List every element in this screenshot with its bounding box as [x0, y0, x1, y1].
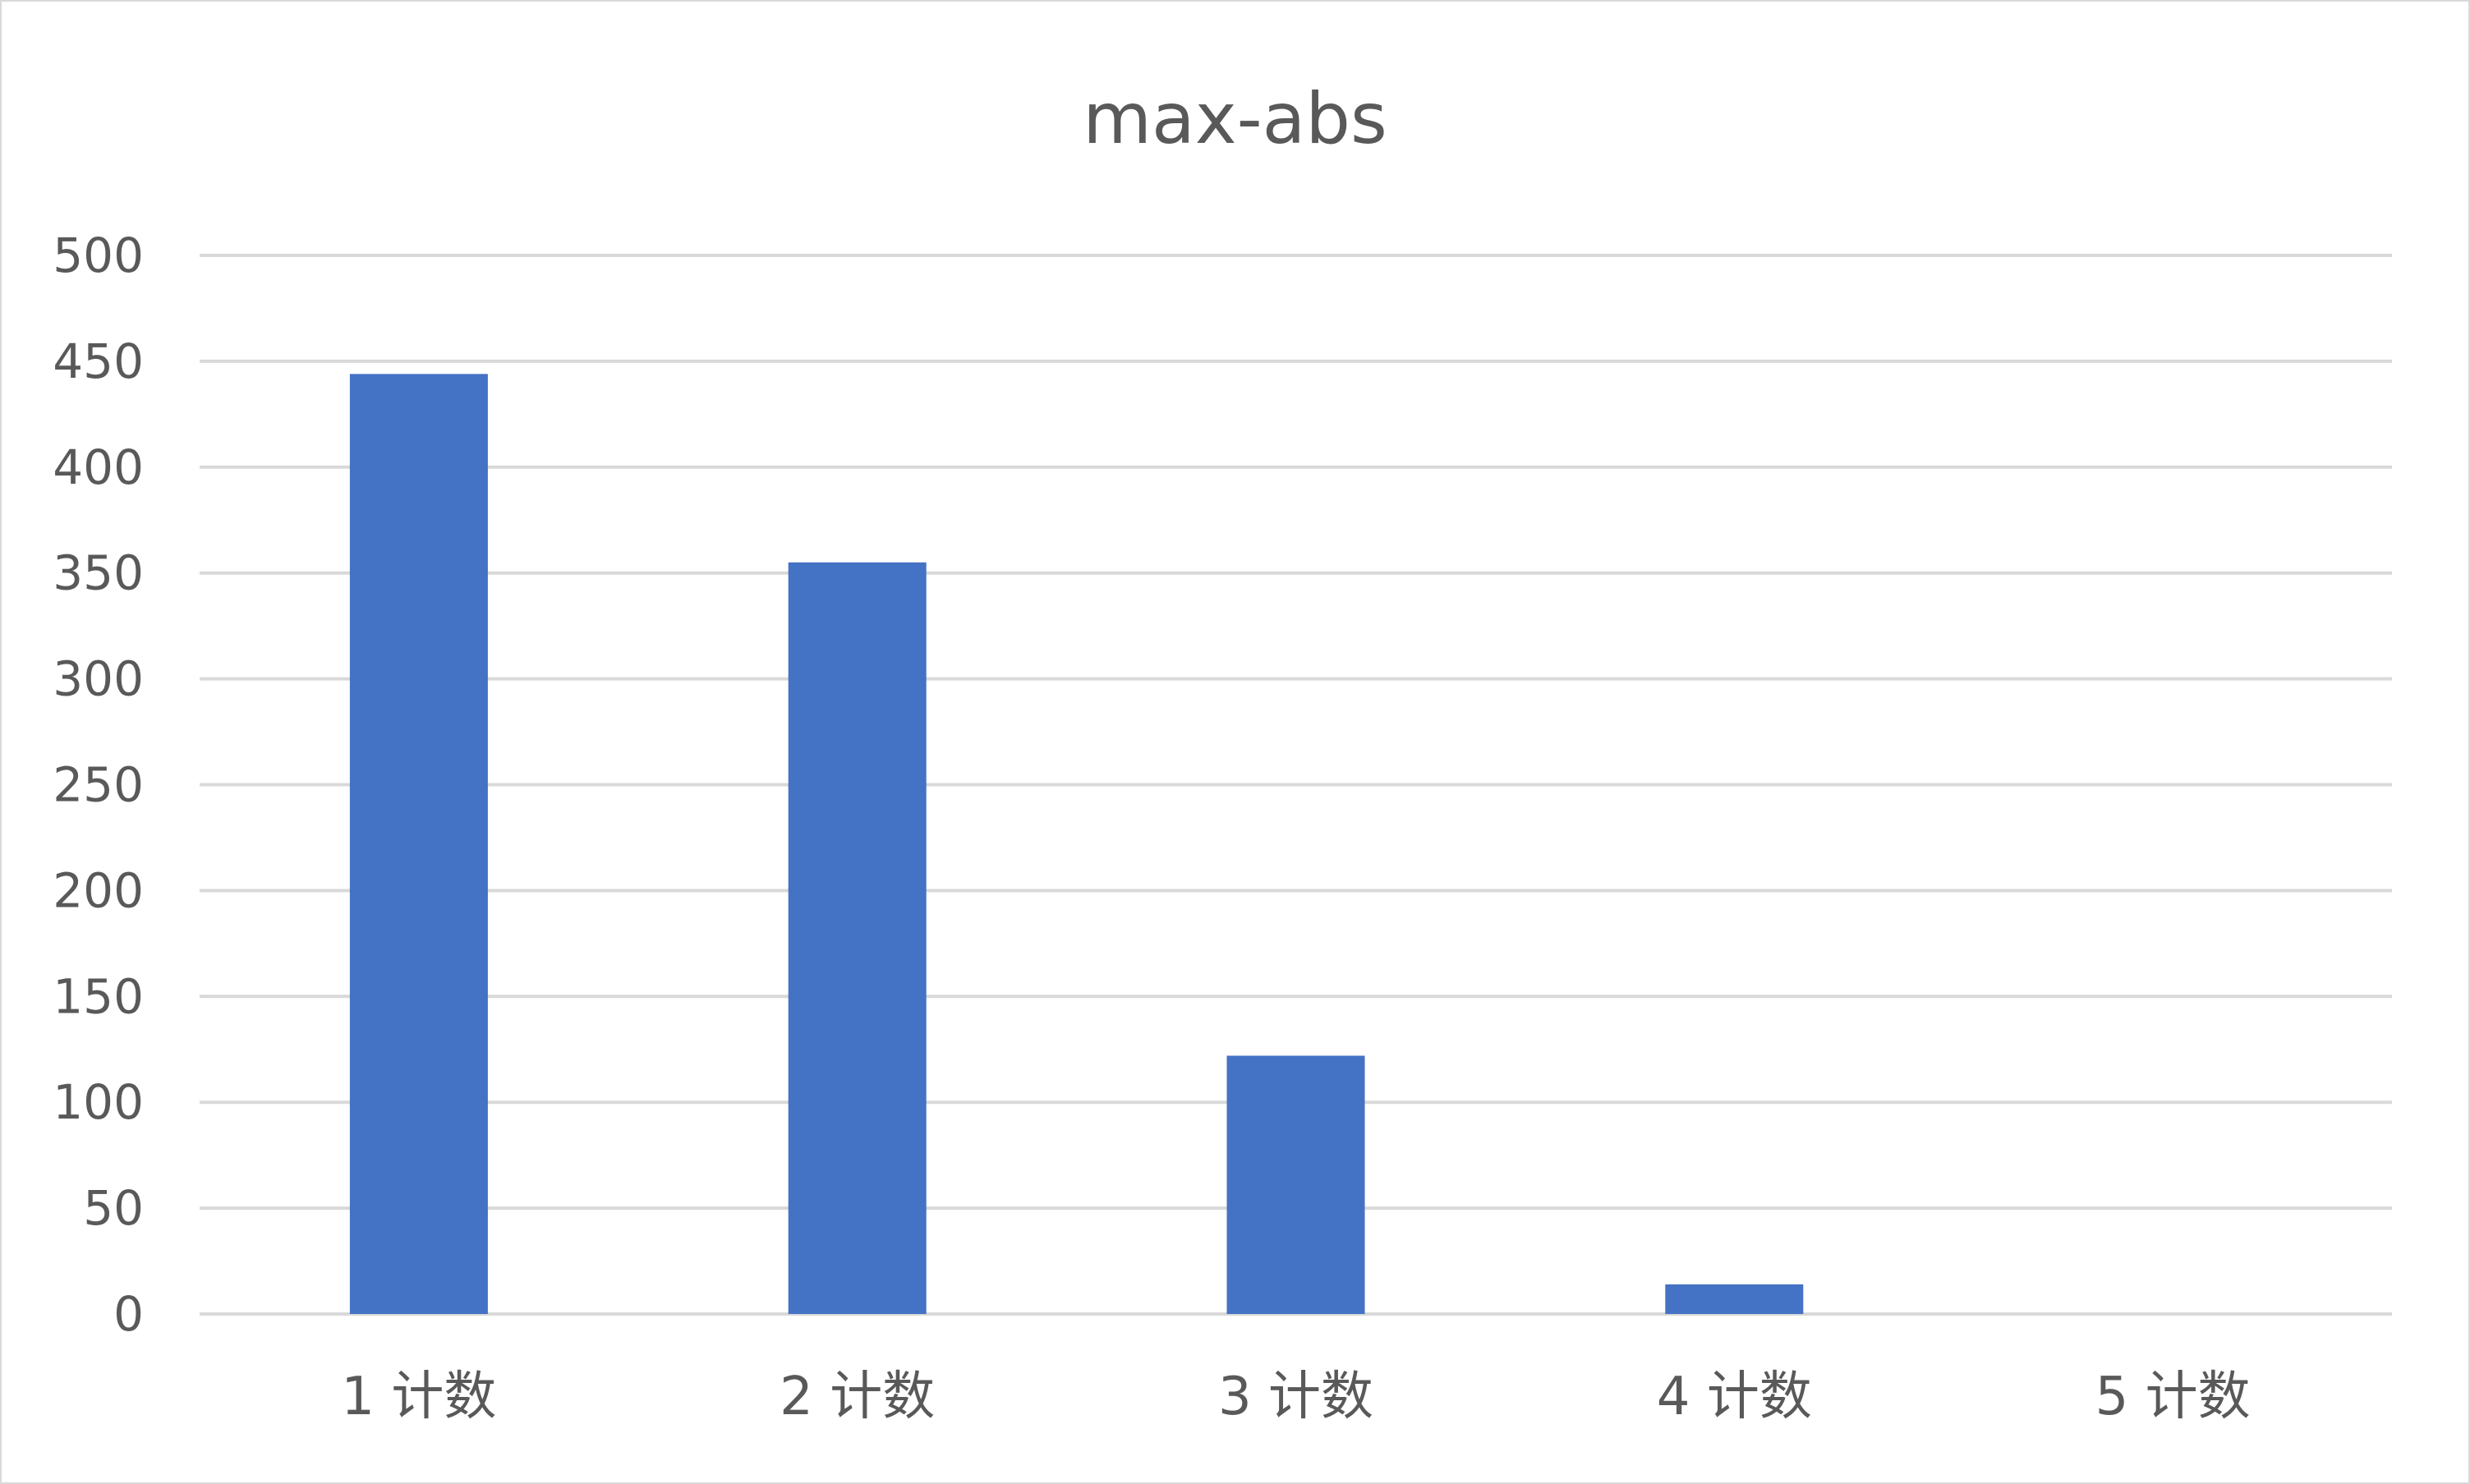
- y-tick-label: 200: [53, 862, 144, 918]
- y-tick-label: 50: [83, 1180, 144, 1236]
- bar: [1226, 1055, 1365, 1314]
- y-tick-label: 150: [53, 968, 144, 1024]
- bar: [788, 562, 927, 1314]
- y-tick-label: 100: [53, 1074, 144, 1130]
- x-axis-labels: 1 计数 2 计数 3 计数 4 计数 5 计数: [341, 1367, 2250, 1427]
- bars: [349, 374, 1804, 1314]
- y-tick-label: 0: [113, 1286, 144, 1342]
- x-category-label: 3 计数: [1218, 1367, 1373, 1427]
- gridlines: [200, 254, 2392, 1316]
- y-tick-label: 250: [53, 757, 144, 813]
- x-category-label: 4 计数: [1657, 1367, 1812, 1427]
- x-category-label: 5 计数: [2095, 1367, 2251, 1427]
- y-tick-label: 350: [53, 545, 144, 601]
- y-tick-label: 400: [53, 439, 144, 495]
- x-category-label: 2 计数: [780, 1367, 935, 1427]
- bar: [349, 374, 488, 1314]
- y-tick-label: 300: [53, 651, 144, 707]
- chart-title: max-abs: [1083, 78, 1387, 160]
- bar: [1665, 1284, 1804, 1314]
- y-axis-ticks: 0 50 100 150 200 250 300 350 400 450 500: [53, 227, 144, 1342]
- y-tick-label: 450: [53, 333, 144, 389]
- x-category-label: 1 计数: [341, 1367, 496, 1427]
- y-tick-label: 500: [53, 227, 144, 283]
